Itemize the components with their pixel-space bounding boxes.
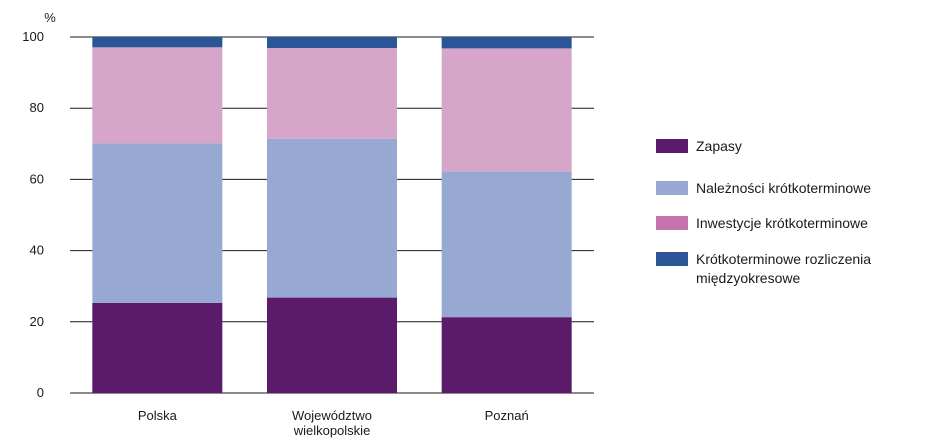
- legend-swatch-3: [656, 216, 688, 230]
- y-tick-label-80: 80: [30, 100, 44, 115]
- legend: Zapasy Należności krótkoterminowe Inwestyc…: [656, 138, 871, 286]
- bar-segment-2-3: [267, 48, 397, 139]
- y-tick-label-40: 40: [30, 243, 44, 258]
- x-axis-labels: Polska Województwo wielkopolskie Poznań: [138, 408, 529, 438]
- bar-segment-2-4: [267, 37, 397, 49]
- y-axis-unit-label: %: [44, 10, 56, 25]
- bar-segment-1-2: [92, 143, 223, 303]
- bar-segment-1-1: [92, 302, 223, 393]
- y-axis-ticks: 0 20 40 60 80 100: [22, 29, 44, 400]
- legend-swatch-4: [656, 252, 688, 266]
- bars: [92, 37, 572, 393]
- legend-label-4: Krótkoterminowe rozliczenia międzyokresow…: [696, 251, 871, 286]
- bar-segment-3-1: [441, 317, 572, 393]
- y-tick-label-20: 20: [30, 314, 44, 329]
- x-category-label-2: Województwo wielkopolskie: [292, 408, 372, 438]
- bar-segment-2-2: [267, 138, 397, 298]
- legend-label-1: Zapasy: [696, 138, 742, 154]
- bar-segment-3-4: [441, 37, 572, 49]
- bar-segment-3-3: [441, 48, 572, 172]
- y-tick-label-100: 100: [22, 29, 44, 44]
- x-category-label-3: Poznań: [485, 408, 529, 423]
- legend-swatch-1: [656, 139, 688, 153]
- legend-label-3: Inwestycje krótkoterminowe: [696, 215, 868, 231]
- bar-segment-1-3: [92, 47, 223, 144]
- bar-segment-3-2: [441, 171, 572, 318]
- x-category-label-1: Polska: [138, 408, 178, 423]
- bar-segment-1-4: [92, 37, 223, 48]
- bar-segment-2-1: [267, 297, 397, 393]
- y-tick-label-60: 60: [30, 171, 44, 186]
- legend-swatch-2: [656, 181, 688, 195]
- legend-label-2: Należności krótkoterminowe: [696, 180, 871, 196]
- y-tick-label-0: 0: [37, 385, 44, 400]
